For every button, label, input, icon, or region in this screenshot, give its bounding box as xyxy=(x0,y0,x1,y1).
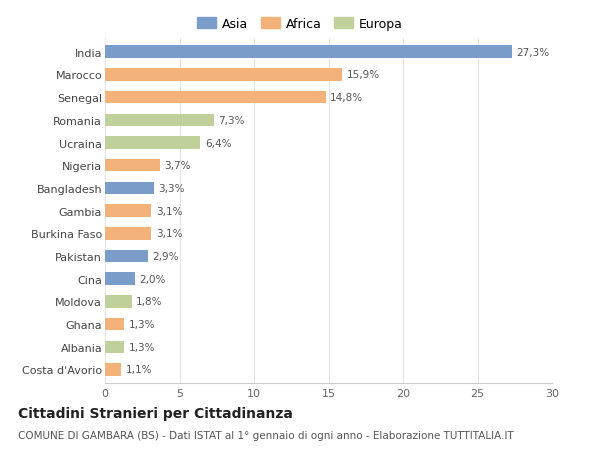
Text: 1,1%: 1,1% xyxy=(126,365,152,375)
Text: 6,4%: 6,4% xyxy=(205,138,232,148)
Text: 1,3%: 1,3% xyxy=(129,342,155,352)
Text: Cittadini Stranieri per Cittadinanza: Cittadini Stranieri per Cittadinanza xyxy=(18,406,293,420)
Text: 3,1%: 3,1% xyxy=(155,229,182,239)
Text: 1,8%: 1,8% xyxy=(136,297,163,307)
Text: 1,3%: 1,3% xyxy=(129,319,155,330)
Bar xyxy=(105,296,132,308)
Bar xyxy=(105,69,342,82)
Bar xyxy=(105,46,512,59)
Bar xyxy=(105,137,200,150)
Bar xyxy=(105,160,160,172)
Bar xyxy=(105,318,124,330)
Text: 3,7%: 3,7% xyxy=(164,161,191,171)
Bar xyxy=(105,364,121,376)
Text: COMUNE DI GAMBARA (BS) - Dati ISTAT al 1° gennaio di ogni anno - Elaborazione TU: COMUNE DI GAMBARA (BS) - Dati ISTAT al 1… xyxy=(18,431,514,441)
Bar xyxy=(105,250,148,263)
Text: 14,8%: 14,8% xyxy=(330,93,363,103)
Text: 7,3%: 7,3% xyxy=(218,116,245,126)
Bar xyxy=(105,341,124,353)
Legend: Asia, Africa, Europa: Asia, Africa, Europa xyxy=(192,13,408,36)
Bar xyxy=(105,205,151,218)
Text: 27,3%: 27,3% xyxy=(516,48,550,57)
Bar xyxy=(105,273,135,285)
Text: 2,9%: 2,9% xyxy=(152,252,179,262)
Text: 3,1%: 3,1% xyxy=(155,206,182,216)
Bar xyxy=(105,182,154,195)
Bar xyxy=(105,228,151,240)
Bar xyxy=(105,92,326,104)
Text: 3,3%: 3,3% xyxy=(158,184,185,194)
Text: 2,0%: 2,0% xyxy=(139,274,166,284)
Text: 15,9%: 15,9% xyxy=(346,70,380,80)
Bar xyxy=(105,114,214,127)
